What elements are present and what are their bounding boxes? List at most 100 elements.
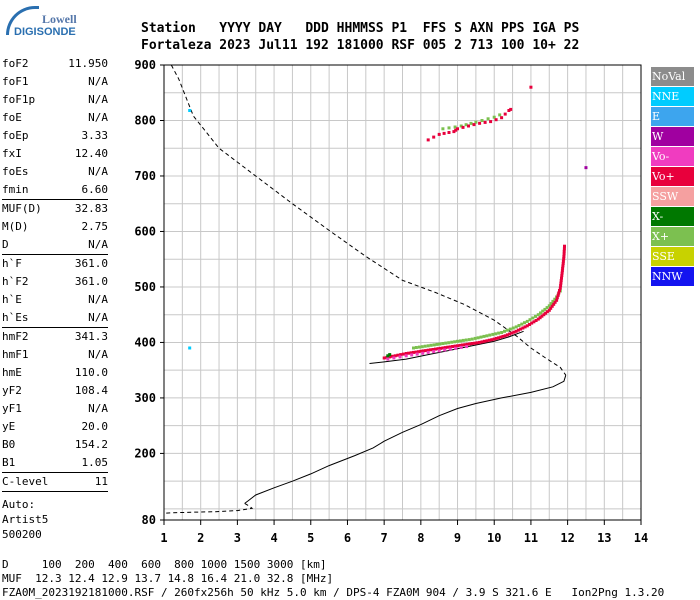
profile-bottomside: [244, 375, 567, 504]
trace-x-plus-point: [470, 337, 474, 341]
trace-x-plus-point: [432, 343, 436, 347]
param-value: N/A: [88, 293, 108, 306]
trace-x-plus-point: [459, 339, 462, 343]
param-row-clevel: C-level 11: [2, 473, 108, 491]
trace-vo-minus-point: [415, 352, 419, 356]
trace-vo-plus-point: [448, 345, 452, 349]
param-name: hmF1: [2, 348, 29, 361]
trace-vo-plus-point: [544, 311, 548, 315]
param-value: 12.40: [74, 147, 108, 160]
trace-vo-minus-point: [437, 349, 441, 353]
upper-echo-xplus-point: [459, 124, 463, 128]
upper-echo-point: [507, 109, 511, 112]
trace-x-plus-point: [429, 343, 433, 347]
trace-x-plus-point: [444, 341, 448, 345]
trace-vo-minus-point: [398, 355, 402, 359]
x-tick-label: 6: [344, 531, 351, 545]
trace-vo-plus-point: [497, 336, 501, 340]
upper-echo-point: [437, 132, 441, 136]
trace-vo-plus-point: [401, 352, 405, 356]
trace-vo-plus-point: [407, 351, 411, 355]
trace-vo-plus-point: [393, 354, 397, 358]
param-value: 361.0: [74, 275, 108, 288]
param-name: foF1: [2, 75, 29, 88]
trace-x-plus-point: [551, 299, 555, 303]
param-row: hmF1 N/A: [2, 346, 108, 364]
x-tick-label: 14: [634, 531, 648, 545]
trace-x-plus-point: [514, 325, 518, 329]
upper-echo-xplus-point: [498, 113, 502, 117]
param-value: N/A: [88, 165, 108, 178]
trace-vo-plus-point: [542, 313, 546, 317]
param-row: hmE 110.0: [2, 364, 108, 382]
trace-vo-plus-point: [508, 332, 512, 336]
param-value: 11.950: [68, 57, 108, 70]
upper-echo-point: [500, 116, 504, 120]
upper-echo-point: [489, 120, 493, 124]
trace-vo-plus-point: [409, 351, 413, 355]
isolated-echo-point: [529, 85, 533, 89]
upper-echo-point: [483, 120, 487, 124]
trace-vo-plus-point: [528, 323, 531, 326]
trace-vo-plus-point: [560, 276, 563, 280]
trace-vo-plus-point: [414, 350, 418, 354]
y-tick-label: 200: [134, 446, 156, 460]
trace-vo-plus-point: [557, 291, 561, 295]
param-name: C-level: [2, 475, 49, 488]
header-row-2: Fortaleza 2023 Jul11 192 181000 RSF 005 …: [141, 38, 580, 53]
trace-x-plus-point: [412, 346, 415, 350]
trace-x-plus-point: [520, 322, 524, 326]
upper-echo-point: [426, 138, 430, 142]
isolated-echo-point: [188, 346, 192, 350]
trace-vo-plus-point: [552, 302, 556, 306]
x-tick-label: 3: [234, 531, 241, 545]
trace-vo-plus-point: [436, 347, 440, 351]
trace-vo-plus-point: [501, 334, 505, 338]
upper-echo-point: [472, 123, 476, 127]
trace-vo-plus-point: [519, 327, 523, 331]
trace-x-plus-point: [491, 332, 495, 336]
trace-vo-plus-point: [561, 262, 565, 266]
trace-vo-plus-point: [562, 252, 566, 256]
direction-legend: NoVal NNE E W Vo- Vo+ SSW X- X+ SSE NNW: [651, 67, 694, 287]
isolated-echo-point: [584, 166, 588, 170]
y-tick-label: 80: [142, 513, 156, 527]
trace-vo-plus-point: [505, 333, 509, 337]
trace-x-plus-point: [414, 346, 418, 349]
trace-vo-minus-point: [443, 348, 447, 352]
param-row: h`F 361.0: [2, 255, 108, 273]
y-tick-label: 900: [134, 58, 156, 72]
trace-vo-plus-point: [388, 355, 392, 359]
param-value: N/A: [88, 93, 108, 106]
muf-row: MUF 12.3 12.4 12.9 13.7 14.8 16.4 21.0 3…: [2, 572, 334, 585]
upper-echo-point: [509, 107, 513, 111]
param-name: M(D): [2, 220, 29, 233]
trace-vo-plus-point: [553, 300, 557, 304]
trace-vo-plus-point: [473, 341, 477, 345]
param-row: h`E N/A: [2, 291, 108, 309]
upper-echo-xplus-point: [453, 125, 457, 129]
trace-x-plus-point: [485, 334, 489, 338]
upper-echo-point: [452, 130, 456, 134]
trace-vo-plus-point: [499, 335, 503, 339]
trace-vo-plus-point: [555, 296, 559, 300]
x-tick-label: 13: [597, 531, 611, 545]
trace-vo-plus-point: [510, 331, 514, 335]
logo-line1: Lowell: [42, 12, 77, 26]
legend-item: X+: [651, 227, 694, 246]
param-row: yE 20.0: [2, 418, 108, 436]
param-row: B1 1.05: [2, 454, 108, 472]
trace-x-plus-point: [464, 338, 468, 342]
upper-echo-point: [456, 127, 459, 131]
x-tick-label: 11: [524, 531, 538, 545]
legend-item: E: [651, 107, 694, 126]
trace-vo-plus-point: [465, 342, 469, 346]
file-info-row: FZA0M_2023192181000.RSF / 260fx256h 50 k…: [2, 586, 665, 599]
parameter-panel: foF2 11.950 foF1 N/A foF1p N/A foE N/A foEp 3.33 f…: [2, 55, 108, 543]
trace-x-plus-point: [447, 341, 451, 345]
trace-vo-plus-point: [516, 328, 520, 332]
legend-item: W: [651, 127, 694, 146]
trace-x-plus-point: [450, 340, 454, 344]
trace-vo-plus-point: [487, 338, 491, 342]
trace-x-plus-point: [494, 332, 498, 336]
